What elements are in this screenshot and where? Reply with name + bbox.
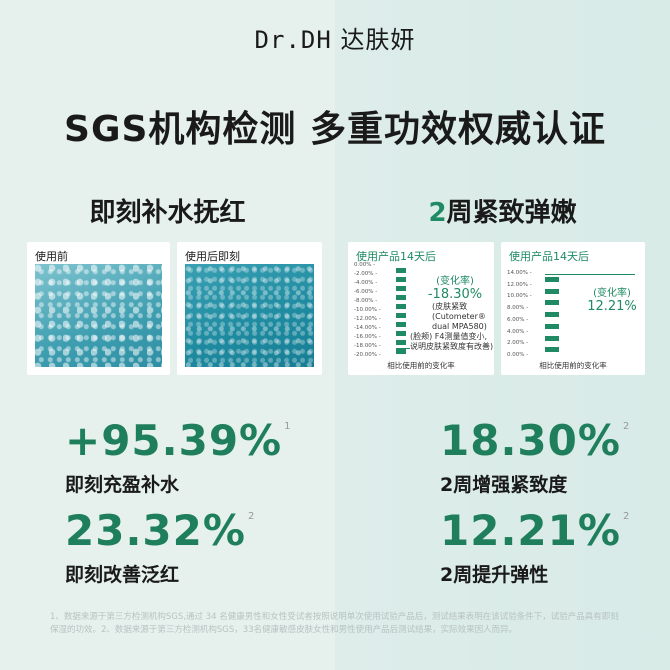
chart2-bar-segment xyxy=(545,276,559,282)
stat-hydration-caption: 即刻充盈补水 xyxy=(65,474,180,496)
stat-elasticity-value: 12.21% xyxy=(440,506,621,555)
stat-hydration-value: +95.39% xyxy=(65,416,283,465)
stat-hydration-sup: 1 xyxy=(284,421,292,432)
chart2-rate-label: (变化率) xyxy=(593,288,631,299)
chart2-bar-segment xyxy=(545,312,559,318)
chart1-x-label: 相比使用前的变化率 xyxy=(387,361,455,370)
chart1-annotation: (变化率) -18.30% xyxy=(420,272,490,302)
chart1-tick-label: -20.00% - xyxy=(354,352,381,358)
stat-redness-caption: 即刻改善泛红 xyxy=(65,564,180,586)
before-image-card: 使用前 xyxy=(27,242,170,375)
chart2-rate-value: 12.21% xyxy=(587,299,637,314)
footnote: 1、数据来源于第三方检测机构SGS,通过 34 名健康男性和女性受试者按照说明单… xyxy=(50,612,619,636)
before-label: 使用前 xyxy=(35,250,68,263)
stat-redness-value: 23.32% xyxy=(65,506,246,555)
chart1-notes: (皮肤紧致 (Cutometer® dual MPA580) xyxy=(432,302,494,332)
chart1-tick-label: -10.00% - xyxy=(354,307,381,313)
chart1-bar-segment xyxy=(396,268,406,274)
chart1-note-line: (Cutometer® xyxy=(432,312,486,321)
before-skin-image xyxy=(35,264,162,367)
firmness-chart-card: 使用产品14天后 0.00% - -2.00% - -4.00% - -6.00% -… xyxy=(348,242,494,375)
chart2-tick-label: 10.00% - xyxy=(507,293,532,300)
chart1-bar-segment xyxy=(396,331,406,337)
chart2-tick-label: 0.00% - xyxy=(507,352,529,358)
chart1-tick-label: -2.00% - xyxy=(354,271,378,277)
stat-elasticity-sup: 2 xyxy=(622,511,631,522)
stat-redness: 23.32% 2 即刻改善泛红 xyxy=(65,510,255,587)
chart2-value-line xyxy=(545,274,635,275)
chart1-note-line: F4测量值变小, xyxy=(434,332,488,341)
chart1-tick-label: -12.00% - xyxy=(354,316,381,322)
chart2-title: 使用产品14天后 xyxy=(509,250,589,263)
chart2-x-label: 相比使用前的变化率 xyxy=(539,361,607,370)
after-label: 使用后即刻 xyxy=(185,250,240,263)
chart2-bars xyxy=(545,274,635,356)
left-subtitle: 即刻补水抚红 xyxy=(89,198,246,228)
chart1-bar-segment xyxy=(396,322,406,328)
chart2-y-ticks: 14.00% - 12.00% - 10.00% - 8.00% - 6.00% - 4.… xyxy=(507,270,547,358)
right-subtitle: 2周紧致弹嫩 xyxy=(335,192,670,229)
right-subtitle-text: 周紧致弹嫩 xyxy=(446,198,577,228)
chart1-note-line: dual MPA580) xyxy=(432,322,487,331)
chart1-tick-label: -6.00% - xyxy=(354,289,378,295)
chart1-note-line: 说明皮肤紧致度有改善) xyxy=(410,342,494,351)
chart2-tick-label: 2.00% - xyxy=(507,340,529,347)
chart1-y-ticks: 0.00% - -2.00% - -4.00% - -6.00% - -8.00% - -… xyxy=(354,262,394,358)
chart1-tick-label: -4.00% - xyxy=(354,280,378,286)
chart1-bar-segment xyxy=(396,313,406,319)
stat-elasticity-caption: 2周提升弹性 xyxy=(440,564,549,586)
chart2-tick-label: 8.00% - xyxy=(507,305,529,312)
chart1-bar-segment xyxy=(396,286,406,292)
chart1-tick-label: -18.00% - xyxy=(354,343,381,349)
brand-name: 达肤妍 xyxy=(340,26,416,54)
chart2-tick-label: 4.00% - xyxy=(507,328,529,335)
stat-redness-sup: 2 xyxy=(247,511,256,522)
headline: SGS机构检测 多重功效权威认证 xyxy=(64,109,606,150)
chart2-bar-segment xyxy=(545,347,559,353)
chart1-bar-segment xyxy=(396,349,406,355)
chart1-tick-label: -14.00% - xyxy=(354,325,381,331)
brand-mark: Dr.DH xyxy=(254,26,332,54)
stat-hydration: +95.39% 1 即刻充盈补水 xyxy=(65,420,292,497)
after-skin-image xyxy=(185,264,314,367)
chart1-rate-value: -18.30% xyxy=(427,287,483,302)
stat-elasticity: 12.21% 2 2周提升弹性 xyxy=(440,510,630,587)
chart1-notes-lower: (脸颊) F4测量值变小, 说明皮肤紧致度有改善) xyxy=(410,332,494,352)
chart1-tick-label: -16.00% - xyxy=(354,334,381,340)
chart2-bar-segment xyxy=(545,335,559,341)
brand-logo: Dr.DH 达肤妍 xyxy=(0,20,670,55)
stat-firmness-caption: 2周增强紧致度 xyxy=(440,474,568,496)
after-image-card: 使用后即刻 xyxy=(177,242,322,375)
stat-firmness-sup: 2 xyxy=(622,421,631,432)
chart2-tick-label: 12.00% - xyxy=(507,281,532,288)
chart1-value-line xyxy=(396,348,410,350)
chart1-bar-segment xyxy=(396,277,406,283)
chart1-tick-label: 0.00% - xyxy=(354,262,376,268)
elasticity-chart-card: 使用产品14天后 14.00% - 12.00% - 10.00% - 8.00% -… xyxy=(501,242,645,375)
chart1-bar-segment xyxy=(396,304,406,310)
stat-firmness: 18.30% 2 2周增强紧致度 xyxy=(440,420,630,497)
right-subtitle-number: 2 xyxy=(428,198,447,228)
chart2-bar-segment xyxy=(545,323,559,329)
chart2-bar-segment xyxy=(545,288,559,294)
chart1-bar-segment xyxy=(396,295,406,301)
stat-firmness-value: 18.30% xyxy=(440,416,621,465)
chart2-bar-segment xyxy=(545,300,559,306)
chart2-annotation: (变化率) 12.21% xyxy=(581,284,643,314)
chart1-bar-segment xyxy=(396,340,406,346)
chart1-title: 使用产品14天后 xyxy=(356,250,436,263)
chart2-tick-label: 6.00% - xyxy=(507,316,529,323)
chart2-tick-label: 14.00% - xyxy=(507,270,532,276)
chart1-bars xyxy=(396,266,410,356)
chart1-note-line: (皮肤紧致 xyxy=(432,302,468,311)
chart1-tick-label: -8.00% - xyxy=(354,298,378,304)
chart1-note-prefix: (脸颊) xyxy=(410,332,433,341)
chart1-rate-label: (变化率) xyxy=(436,276,474,287)
